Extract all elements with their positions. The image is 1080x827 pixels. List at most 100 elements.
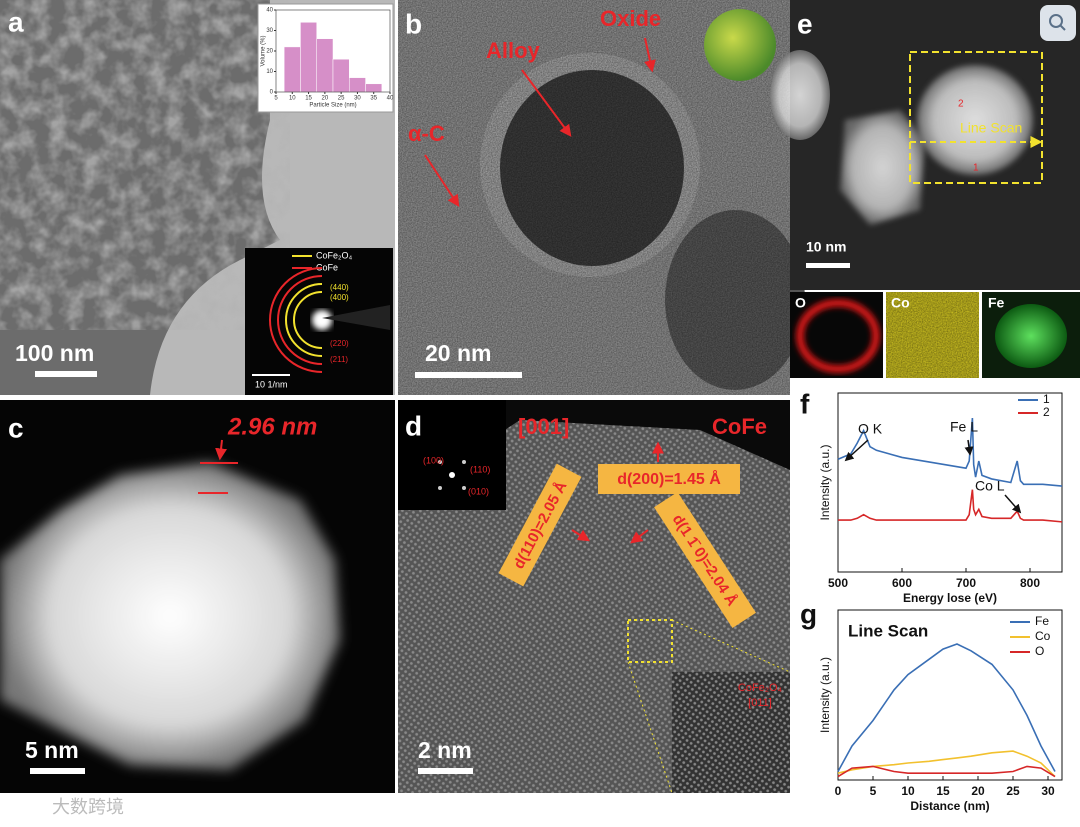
fft-label: (110) (470, 464, 490, 474)
bar (283, 46, 301, 93)
fft-spot (462, 460, 466, 464)
legend-label: CoFe₂O₄ (316, 250, 353, 260)
bar (300, 22, 317, 93)
arrow (964, 439, 974, 456)
x-tick-label: 25 (1006, 784, 1020, 798)
scale-bar-label: 2 nm (418, 737, 472, 763)
ring (285, 283, 323, 357)
legend-label: Co (1035, 629, 1051, 643)
legend-label: 1 (1043, 392, 1050, 406)
point-label: 2 (958, 99, 964, 110)
map-label: Co (891, 295, 910, 311)
scan-box (909, 51, 1043, 184)
zoom-box (627, 619, 673, 663)
ring-label: (440) (330, 283, 349, 292)
bar (316, 38, 334, 93)
panel-label: c (8, 412, 24, 443)
y-axis-label: Intensity (a.u.) (818, 444, 832, 520)
search-button-bg[interactable] (1040, 5, 1076, 41)
annotation: α-C (408, 121, 445, 146)
x-tick-label: 35 (370, 96, 377, 102)
lattice (672, 672, 790, 793)
zone-axis: [001] (518, 414, 569, 439)
ring-label: (211) (330, 355, 348, 364)
ring-label: (400) (330, 293, 349, 302)
arrow (1004, 494, 1022, 514)
arrow (644, 37, 656, 73)
tag-bg (654, 491, 756, 629)
bar (349, 77, 366, 93)
line-scan-label: Line Scan (960, 120, 1022, 136)
y-axis-label: Volume (%) (261, 35, 267, 66)
bar (332, 58, 350, 93)
fft-label: (100) (423, 455, 444, 465)
tag-bg (498, 463, 582, 587)
scale-bar-label: 10 nm (806, 239, 846, 255)
panel-d: (100) (110) (010) d [001] CoFe d(110)=2.… (398, 400, 791, 794)
scale-bar (418, 768, 473, 774)
phase-label: CoFe (712, 414, 767, 439)
fe-signal (995, 304, 1067, 368)
y-tick-label: 0 (270, 90, 274, 96)
inset-label: [011] (748, 697, 772, 709)
ring (277, 275, 323, 365)
search-icon[interactable] (1059, 24, 1066, 31)
model-inset (704, 9, 776, 81)
ring (293, 291, 323, 349)
annotation: Oxide (600, 6, 661, 31)
x-tick-label: 500 (828, 576, 848, 590)
scale-bar (35, 371, 97, 377)
search-icon[interactable] (1049, 14, 1063, 28)
legend-label: 2 (1043, 405, 1050, 419)
series-line (837, 643, 1056, 772)
point-label: 1 (973, 163, 979, 174)
fft-inset (398, 400, 506, 510)
scale-bar-label: 100 nm (15, 340, 94, 366)
map-label: Fe (988, 295, 1005, 311)
series-line (837, 418, 1063, 487)
y-tick-label: 40 (266, 8, 273, 14)
x-tick-label: 25 (338, 96, 345, 102)
x-tick-label: 15 (305, 96, 312, 102)
scale-bar-label: 20 nm (425, 340, 491, 366)
series-line (837, 750, 1056, 778)
series-line (837, 765, 1056, 778)
x-tick-label: 20 (971, 784, 985, 798)
arrow (571, 529, 591, 542)
x-tick-label: 10 (289, 96, 296, 102)
ring-label: (220) (330, 339, 349, 348)
tag-bg (598, 464, 740, 494)
panel-label: f (800, 388, 810, 419)
annotation: Fe L (950, 419, 978, 435)
search-button[interactable] (1040, 5, 1076, 41)
x-tick-label: 5 (870, 784, 877, 798)
scale-bar (415, 372, 522, 378)
particle (770, 50, 830, 140)
y-tick-label: 10 (266, 69, 273, 75)
x-tick-label: 600 (892, 576, 912, 590)
fft-spot (438, 460, 442, 464)
panel-e: Line Scan 2 1 e 10 nm O Co Fe (770, 0, 1080, 378)
panel-c: c 2.96 nm 5 nm (0, 400, 395, 793)
annotation: Alloy (486, 38, 541, 63)
legend-label: O (1035, 644, 1044, 658)
arrow (215, 439, 228, 461)
x-tick-label: 30 (1041, 784, 1055, 798)
particle (917, 65, 1033, 175)
plot-frame (837, 392, 1063, 573)
zoom-line (671, 619, 791, 673)
measurement: 2.96 nm (227, 413, 317, 440)
x-tick-label: 20 (322, 96, 329, 102)
texture (886, 292, 979, 378)
x-tick-label: 0 (835, 784, 842, 798)
x-tick-label: 30 (354, 96, 361, 102)
y-axis-label: Intensity (a.u.) (818, 657, 832, 733)
chart-title: Line Scan (848, 621, 928, 640)
x-tick-label: 40 (387, 96, 394, 102)
beam-stop (322, 305, 390, 330)
x-axis-label: Energy lose (eV) (903, 591, 997, 605)
zoom-line (627, 661, 673, 794)
particle (840, 110, 925, 225)
